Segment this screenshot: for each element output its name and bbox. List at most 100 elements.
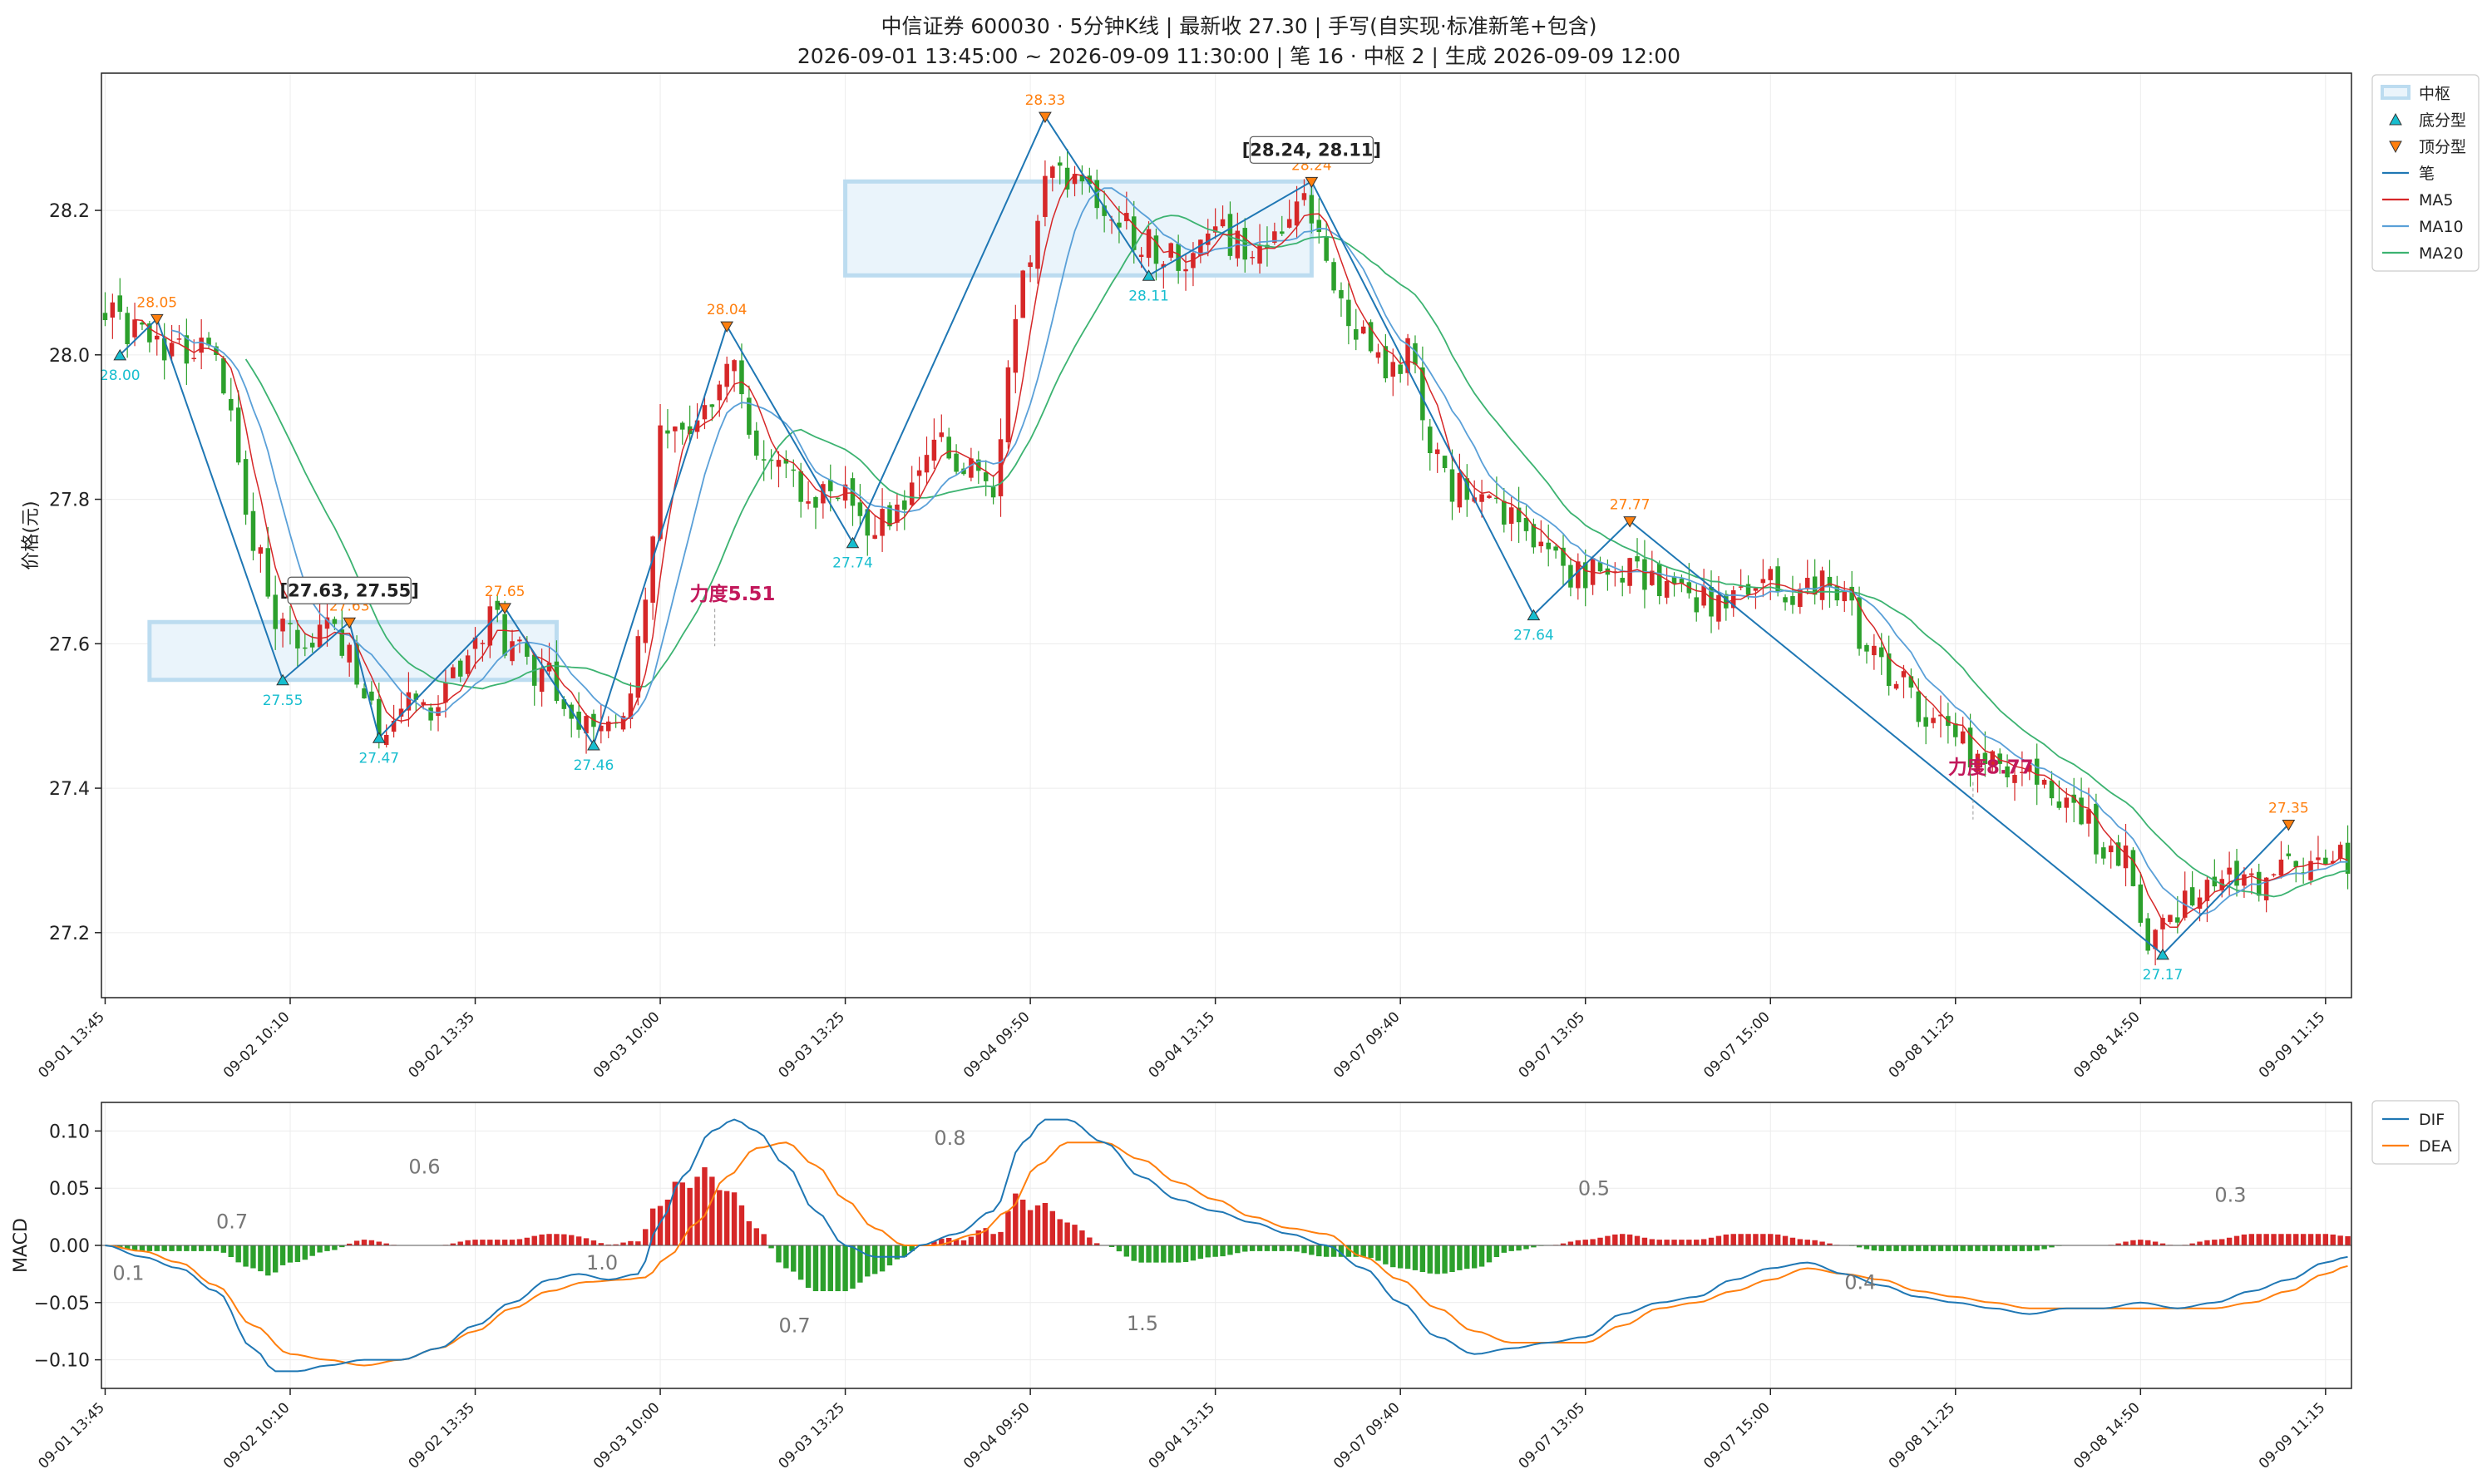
candle-body (1280, 231, 1285, 234)
macd-histogram-bar (753, 1228, 759, 1245)
macd-histogram-bar (657, 1205, 664, 1245)
candle-body (472, 637, 478, 649)
macd-histogram-bar (1730, 1234, 1736, 1245)
candle-body (2249, 873, 2254, 875)
bottom-fractal-label: 27.17 (2143, 967, 2184, 984)
macd-histogram-bar (1368, 1245, 1374, 1259)
bottom-fractal-label: 27.46 (574, 757, 614, 774)
macd-histogram-bar (983, 1228, 989, 1245)
candle-body (1420, 367, 1425, 421)
macd-histogram-bar (2322, 1234, 2329, 1245)
macd-xtick-label: 09-08 14:50 (2070, 1399, 2144, 1472)
macd-histogram-bar (1072, 1225, 1078, 1245)
candle-body (1605, 568, 1611, 575)
macd-ytick-label: 0.05 (49, 1179, 90, 1200)
candle-body (362, 688, 367, 699)
macd-histogram-bar (1190, 1245, 1197, 1261)
macd-histogram-bar (1952, 1245, 1958, 1251)
macd-histogram-bar (1123, 1245, 1130, 1257)
candle-body (776, 460, 782, 467)
macd-histogram-bar (1634, 1235, 1641, 1245)
macd-histogram-bar (213, 1245, 220, 1251)
candle-body (1250, 257, 1255, 259)
macd-histogram-bar (1064, 1222, 1070, 1245)
macd-histogram-bar (598, 1243, 604, 1245)
macd-histogram-bar (960, 1240, 967, 1245)
price-panel: 27.2 27.4 27.6 27.8 28.0 28.2 09-01 13:45 09-02… (21, 72, 2352, 1082)
macd-histogram-bar (487, 1240, 493, 1245)
macd-histogram-bar (2330, 1234, 2336, 1245)
macd-histogram-bar (1723, 1234, 1730, 1245)
macd-legend: DIF DEA (2371, 1100, 2460, 1165)
macd-area-label: 0.6 (408, 1155, 440, 1178)
macd-histogram-bar (1922, 1245, 1929, 1251)
macd-histogram-bar (1049, 1210, 1056, 1245)
candle-body (724, 363, 729, 387)
candle-body (850, 478, 856, 506)
candle-body (1094, 180, 1099, 209)
macd-histogram-bar (524, 1237, 530, 1245)
macd-histogram-bar (827, 1245, 833, 1292)
macd-histogram-bar (2278, 1234, 2284, 1245)
candle-body (1938, 714, 1943, 717)
candle-body (1057, 162, 1063, 166)
macd-histogram-bar (1486, 1245, 1493, 1263)
price-xtick-label: 09-02 10:10 (220, 1008, 294, 1082)
candle-body (1050, 166, 1055, 178)
macd-histogram-bar (761, 1234, 767, 1245)
candle-body (2056, 801, 2062, 808)
macd-histogram-bar (554, 1234, 560, 1245)
macd-histogram-bar (531, 1235, 537, 1245)
price-xtick-label: 09-01 13:45 (35, 1008, 108, 1082)
top-fractal-marker (1039, 111, 1052, 124)
macd-histogram-bar (2159, 1243, 2166, 1245)
candle-body (709, 404, 715, 407)
candle-body (1220, 219, 1226, 227)
candle-body (1079, 175, 1085, 182)
macd-area-label: 0.7 (216, 1210, 248, 1233)
candle-body (546, 663, 552, 672)
candle-body (487, 606, 493, 646)
price-xtick-label: 09-04 13:15 (1146, 1008, 1219, 1082)
candle-body (1005, 367, 1011, 443)
candle-body (206, 338, 211, 346)
macd-histogram-bar (1590, 1239, 1596, 1245)
top-fractal-marker (2282, 820, 2296, 831)
macd-histogram-bar (702, 1167, 708, 1245)
candle-body (1834, 585, 1840, 601)
candle-body (1479, 494, 1484, 502)
force-label: 力度8.77 (1948, 757, 2034, 779)
candle-body (599, 725, 604, 732)
candle-body (1360, 326, 1366, 334)
candle-body (1642, 559, 1647, 590)
macd-xtick-label: 09-01 13:45 (35, 1399, 108, 1472)
macd-histogram-bar (1087, 1237, 1093, 1245)
macd-histogram-bar (1575, 1240, 1582, 1245)
candle-body (768, 459, 774, 461)
candle-body (1872, 645, 1877, 656)
top-fractal-label: 28.04 (707, 302, 748, 318)
macd-histogram-bar (1753, 1234, 1759, 1245)
macd-histogram-bar (679, 1182, 685, 1245)
macd-histogram-bar (2286, 1234, 2292, 1245)
macd-histogram-bar (1242, 1245, 1248, 1252)
candle-body (813, 496, 818, 508)
macd-histogram-bar (575, 1236, 582, 1245)
candle-body (2323, 857, 2328, 865)
macd-histogram-bar (146, 1245, 153, 1251)
candle-body (1716, 594, 1721, 622)
macd-histogram-bar (1256, 1245, 1263, 1251)
macd-histogram-bar (709, 1176, 715, 1245)
candle-body (761, 459, 767, 461)
bottom-fractal-label: 27.47 (358, 750, 399, 767)
macd-histogram-bar (2226, 1237, 2233, 1245)
macd-area-label: 0.3 (2214, 1184, 2246, 1207)
candle-body (2094, 803, 2099, 855)
candle-body (1316, 219, 1322, 232)
candle-body (954, 453, 959, 472)
candle-body (235, 407, 241, 463)
candle-body (1790, 596, 1795, 605)
candle-body (2086, 809, 2091, 824)
candle-body (1354, 328, 1359, 340)
candle-body (1117, 222, 1122, 228)
